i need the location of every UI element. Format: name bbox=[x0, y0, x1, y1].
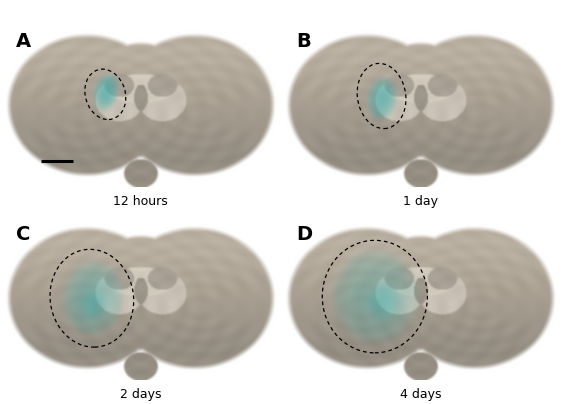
Text: 2 days: 2 days bbox=[119, 388, 161, 401]
Text: 4 days: 4 days bbox=[400, 388, 442, 401]
Text: D: D bbox=[297, 225, 313, 244]
Text: A: A bbox=[16, 32, 31, 51]
Text: 1 day: 1 day bbox=[403, 196, 438, 208]
Text: C: C bbox=[16, 225, 31, 244]
Text: 12 hours: 12 hours bbox=[113, 196, 168, 208]
Text: B: B bbox=[297, 32, 311, 51]
